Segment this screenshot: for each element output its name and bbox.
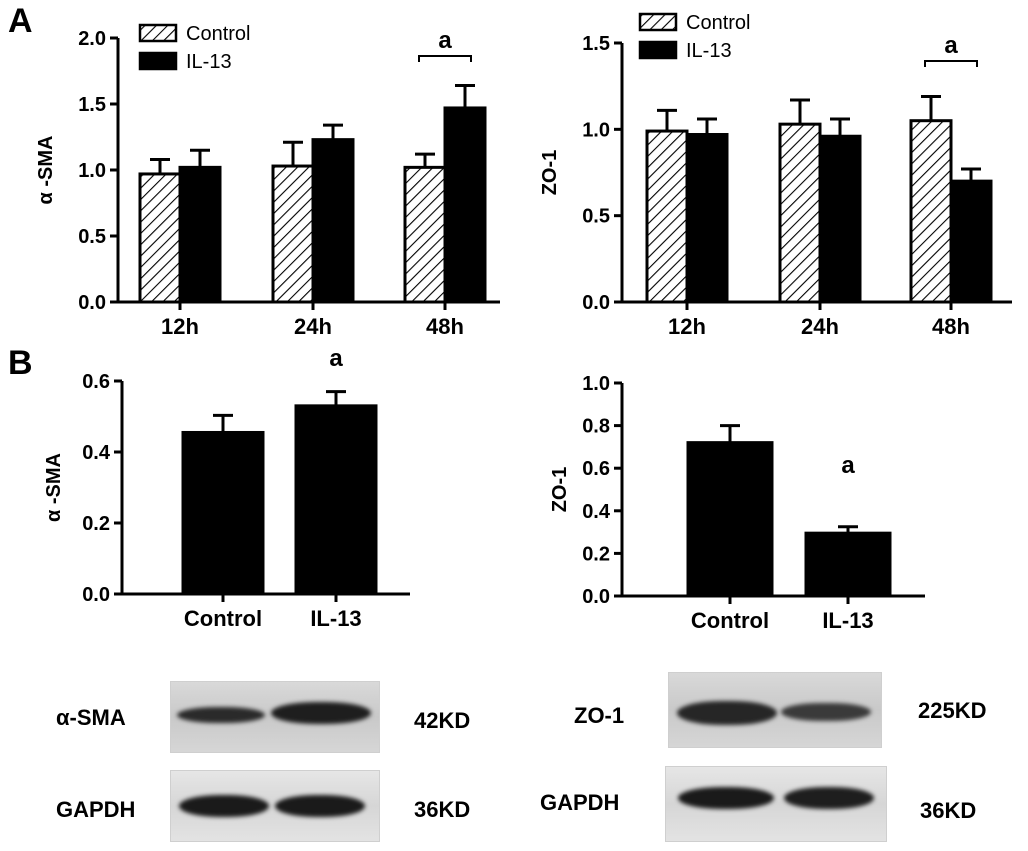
x-tick-label: IL-13 bbox=[822, 608, 873, 633]
bar-0 bbox=[181, 430, 265, 596]
y-tick-label: 1.0 bbox=[582, 119, 610, 141]
bar-0 bbox=[686, 441, 774, 598]
blot-right-loading-label: GAPDH bbox=[540, 790, 620, 815]
x-tick-label: Control bbox=[184, 606, 262, 631]
significance-annotation: a bbox=[438, 27, 452, 54]
bar-control-1 bbox=[271, 164, 315, 304]
bar-control-0 bbox=[138, 172, 182, 304]
y-tick-label: 0.0 bbox=[582, 292, 610, 314]
y-tick-label: 0.5 bbox=[78, 226, 106, 248]
blot-left-loading-kd: 36KD bbox=[414, 797, 471, 822]
x-tick-label: Control bbox=[691, 608, 769, 633]
bar-il13-1 bbox=[311, 138, 355, 304]
y-tick-label: 1.5 bbox=[78, 94, 106, 116]
blot-left-protein-image bbox=[170, 681, 380, 753]
blot-left-protein-kd: 42KD bbox=[414, 708, 471, 733]
bar-1 bbox=[804, 531, 892, 598]
y-tick-label: 1.5 bbox=[582, 33, 610, 55]
panel-label-b: B bbox=[8, 344, 33, 382]
significance-annotation: a bbox=[944, 32, 958, 59]
x-tick-label: IL-13 bbox=[310, 606, 361, 631]
legend-label: Control bbox=[686, 12, 750, 34]
y-tick-label: 0.6 bbox=[582, 458, 610, 480]
x-tick-label: 48h bbox=[932, 314, 970, 339]
y-tick-label: 0.0 bbox=[582, 586, 610, 608]
x-tick-label: 24h bbox=[801, 314, 839, 339]
blot-left-protein-label: α-SMA bbox=[56, 705, 126, 730]
y-tick-label: 0.0 bbox=[78, 292, 106, 314]
y-axis-label: α -SMA bbox=[35, 136, 57, 205]
blot-left-loading-label: GAPDH bbox=[56, 797, 136, 822]
significance-annotation: a bbox=[841, 452, 855, 479]
legend-label: Control bbox=[186, 23, 250, 45]
significance-annotation: a bbox=[329, 345, 343, 372]
legend-label: IL-13 bbox=[686, 40, 732, 62]
panel-label-a: A bbox=[8, 2, 33, 40]
significance-bracket bbox=[418, 55, 472, 62]
x-tick-label: 48h bbox=[426, 314, 464, 339]
y-tick-label: 0.2 bbox=[582, 543, 610, 565]
x-tick-label: 12h bbox=[161, 314, 199, 339]
y-tick-label: 0.4 bbox=[582, 501, 611, 523]
bar-il13-0 bbox=[178, 165, 222, 304]
bar-il13-0 bbox=[685, 133, 729, 304]
bar-il13-2 bbox=[949, 179, 993, 304]
blot-right-protein-image bbox=[668, 672, 882, 748]
legend-swatch bbox=[138, 51, 178, 71]
y-axis-label: ZO-1 bbox=[549, 467, 571, 513]
bar-control-2 bbox=[403, 165, 447, 304]
legend-swatch bbox=[138, 23, 178, 43]
y-tick-label: 0.5 bbox=[582, 206, 610, 228]
bar-control-0 bbox=[645, 129, 689, 304]
chart-zo1-time: 0.0 0.5 1.0 1.5 ZO-1 12h 24h 48h Control IL-13 a bbox=[539, 12, 1012, 339]
chart-a-sma-time: 0.0 0.5 1.0 1.5 2.0 α -SMA 12h 24h 48h Control IL-… bbox=[35, 23, 500, 339]
chart-zo1-48h: 0.0 0.2 0.4 0.6 0.8 1.0 ZO-1 Control IL-13 a bbox=[549, 373, 925, 633]
x-tick-label: 12h bbox=[668, 314, 706, 339]
legend-swatch bbox=[638, 40, 678, 60]
bar-il13-1 bbox=[818, 134, 862, 304]
x-tick-label: 24h bbox=[294, 314, 332, 339]
y-tick-label: 1.0 bbox=[78, 160, 106, 182]
blot-right-protein-label: ZO-1 bbox=[574, 703, 625, 728]
y-tick-label: 0.0 bbox=[82, 584, 110, 606]
y-tick-label: 0.4 bbox=[82, 442, 111, 464]
bar-control-2 bbox=[909, 119, 953, 304]
y-axis-label: α -SMA bbox=[43, 453, 65, 522]
y-tick-label: 1.0 bbox=[582, 373, 610, 395]
bar-1 bbox=[294, 404, 378, 596]
blot-right-loading-kd: 36KD bbox=[920, 798, 977, 823]
bar-il13-2 bbox=[443, 106, 487, 304]
legend-label: IL-13 bbox=[186, 51, 232, 73]
chart-a-sma-48h: 0.0 0.2 0.4 0.6 α -SMA Control IL-13 a bbox=[43, 345, 410, 631]
y-tick-label: 0.2 bbox=[82, 513, 110, 535]
y-tick-label: 2.0 bbox=[78, 28, 106, 50]
legend-swatch bbox=[638, 12, 678, 32]
y-tick-label: 0.8 bbox=[582, 416, 610, 438]
significance-bracket bbox=[924, 60, 978, 67]
blot-right-protein-kd: 225KD bbox=[918, 698, 987, 723]
blot-right-loading-image bbox=[665, 766, 887, 842]
blot-left-loading-image bbox=[170, 770, 380, 842]
y-tick-label: 0.6 bbox=[82, 371, 110, 393]
bar-control-1 bbox=[778, 122, 822, 304]
y-axis-label: ZO-1 bbox=[539, 150, 561, 196]
